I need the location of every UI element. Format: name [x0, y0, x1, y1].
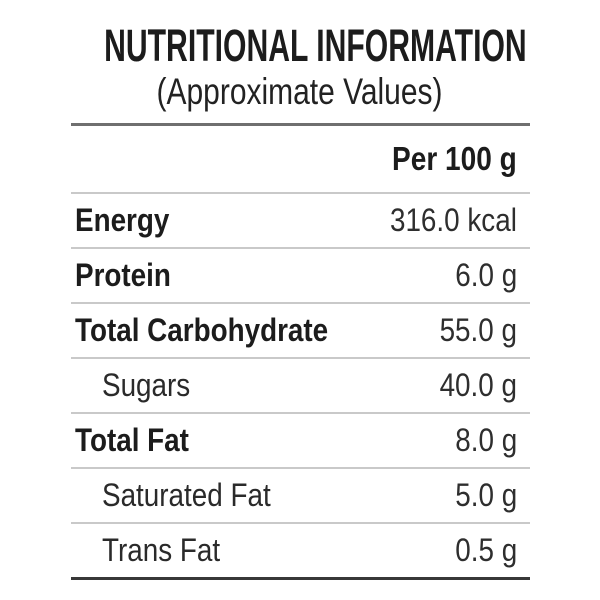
row-value: 5.0 g: [455, 477, 517, 513]
row-label: Total Carbohydrate: [75, 312, 329, 348]
row-label: Total Fat: [75, 422, 189, 458]
row-label: Energy: [75, 202, 170, 238]
row-label: Saturated Fat: [102, 477, 271, 513]
row-value: 40.0 g: [439, 367, 517, 403]
table-row-energy: Energy 316.0 kcal: [71, 192, 530, 247]
row-label: Sugars: [102, 367, 191, 403]
column-header-row: Per 100 g: [71, 126, 530, 192]
per-100g-column-header: Per 100 g: [392, 140, 517, 177]
page-title: NUTRITIONAL INFORMATION: [0, 20, 600, 71]
row-value: 6.0 g: [455, 257, 517, 293]
table-row-total-carbohydrate: Total Carbohydrate 55.0 g: [71, 302, 530, 357]
row-value: 0.5 g: [455, 532, 517, 568]
row-value: 8.0 g: [455, 422, 517, 458]
nutrition-table: Per 100 g Energy 316.0 kcal Protein 6.0 …: [71, 123, 530, 580]
table-row-protein: Protein 6.0 g: [71, 247, 530, 302]
row-label: Trans Fat: [102, 532, 221, 568]
page-title-text: NUTRITIONAL INFORMATION: [104, 20, 527, 71]
page-subtitle-text: (Approximate Values): [157, 71, 443, 112]
table-row-total-fat: Total Fat 8.0 g: [71, 412, 530, 467]
page-subtitle: (Approximate Values): [0, 71, 600, 113]
table-row-saturated-fat: Saturated Fat 5.0 g: [71, 467, 530, 522]
row-label: Protein: [75, 257, 171, 293]
table-row-trans-fat: Trans Fat 0.5 g: [71, 522, 530, 577]
row-value: 316.0 kcal: [390, 202, 517, 238]
row-value: 55.0 g: [439, 312, 517, 348]
table-row-sugars: Sugars 40.0 g: [71, 357, 530, 412]
